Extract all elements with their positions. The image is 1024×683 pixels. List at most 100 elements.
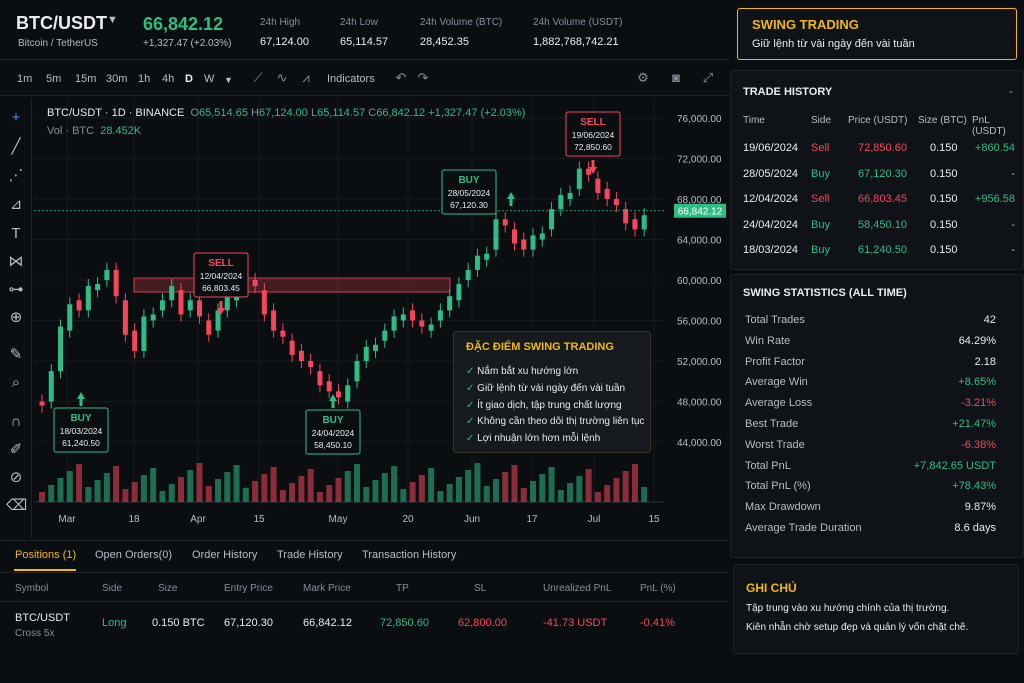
signal-type: BUY [70,413,91,424]
chart-canvas[interactable]: 76,000.00 72,000.00 68,000.00 64,000.00 60,0… [34,98,728,538]
chevron-down-icon[interactable]: ▼ [107,14,118,26]
signal-box [305,409,361,455]
volume-bar [502,472,509,502]
trash-icon[interactable]: ⌫ [6,497,28,514]
stat-value: +8.65% [958,376,996,389]
history-price: 72,850.60 [858,142,907,154]
volume-bar [530,481,537,502]
volume-bar [326,485,333,502]
x-tick-label: Jul [588,514,601,525]
position-pnl-pct: -0.41% [640,617,675,629]
visibility-icon[interactable]: ⊘ [9,469,23,486]
price-chart[interactable]: 76,000.00 72,000.00 68,000.00 64,000.00 60,0… [34,98,728,538]
candle-body [298,350,304,361]
tab-trade-history[interactable]: Trade History [277,549,343,561]
gear-icon[interactable]: ⚙ [637,70,649,85]
notes-panel [733,564,1019,654]
caret-down-icon[interactable]: ▼ [224,75,233,85]
candle-body [521,239,527,250]
tab-positions[interactable]: Positions (1) [15,549,77,561]
position-tp[interactable]: 72,850.60 [380,617,429,629]
x-tick-label: 17 [526,514,538,525]
volume-bar [205,486,212,502]
line-chart-icon[interactable]: ∿ [276,70,288,85]
text-tool-icon[interactable]: T [11,225,21,242]
history-side: Buy [811,244,830,256]
zoom-icon[interactable]: ⌕ [11,374,21,391]
trade-history-panel [730,70,1024,270]
x-tick-label: 18 [128,514,140,525]
col-side: Side [102,583,123,594]
candle-body [76,300,82,311]
stat-label-vol-btc: 24h Volume (BTC) [420,17,503,28]
legend-open-label: O [190,107,199,119]
pair-symbol[interactable]: BTC/USDT [16,13,107,33]
candle-body [530,235,536,250]
camera-icon[interactable]: ◙ [672,70,680,85]
more-icon[interactable]: - [1009,84,1013,98]
chart-type-icon[interactable]: ⟋ [253,70,263,85]
position-symbol[interactable]: BTC/USDT [15,612,70,624]
y-tick-label: 52,000.00 [677,357,722,368]
candle-body [150,314,156,321]
timeframe-15m[interactable]: 15m [75,73,97,85]
candle-body [604,188,610,199]
history-size: 0.150 [930,167,958,180]
tab-open-orders[interactable]: Open Orders(0) [95,549,173,561]
fullscreen-icon[interactable]: ⤢ [702,70,714,85]
stat-label: Total Trades [745,314,805,326]
timeframe-30m[interactable]: 30m [106,73,128,85]
crosshair-icon[interactable]: + [11,109,21,126]
position-margin: Cross 5x [15,628,55,639]
stat-value: 64.29% [958,334,996,347]
undo-icon[interactable]: ↶ [395,70,407,85]
area-chart-icon[interactable]: ⩘ [302,70,310,85]
volume-bar [511,465,518,502]
volume-bar [252,481,259,502]
volume-bar [76,464,83,502]
volume-bar [446,484,453,502]
stats-title: SWING STATISTICS (ALL TIME) [743,287,907,299]
measure-icon[interactable]: ⊶ [8,281,24,298]
candle-body [595,178,601,193]
signal-type: SELL [580,117,606,128]
chart-legend: BTC/USDT · 1D · BINANCE O65,514.65 H67,1… [47,107,525,119]
candle-body [465,269,471,280]
stat-label: Average Loss [745,397,813,410]
channel-icon[interactable]: ⊿ [9,196,23,213]
timeframe-5m[interactable]: 5m [46,73,62,85]
lock-drawings-icon[interactable]: ✐ [9,441,23,458]
candle-body [280,330,286,337]
candle-body [623,209,629,224]
stat-value: +7,842.65 USDT [913,459,996,472]
check-icon: ✓ [466,399,475,411]
timeframe-1h[interactable]: 1h [138,73,151,85]
check-icon: ✓ [466,366,475,377]
candle-body [493,219,499,250]
timeframe-1d[interactable]: D [185,73,193,85]
add-tool-icon[interactable]: ⊕ [9,309,23,326]
fib-icon[interactable]: ⋰ [8,167,24,184]
x-tick-label: 15 [253,514,265,525]
legend-low-label: L [310,107,318,119]
active-tab-indicator [14,569,76,571]
candle-body [632,219,638,230]
stat-label: Average Win [745,376,808,389]
timeframe-1m[interactable]: 1m [17,73,33,85]
magnet-icon[interactable]: ∩ [10,413,22,430]
redo-icon[interactable]: ↷ [417,70,429,85]
tab-transaction-history[interactable]: Transaction History [362,549,457,561]
position-sl[interactable]: 62,800.00 [458,617,507,629]
history-time: 28/05/2024 [743,167,799,180]
tab-order-history[interactable]: Order History [192,549,258,561]
ruler-icon[interactable]: ✎ [9,346,23,363]
trend-line-icon[interactable]: ╱ [11,138,21,155]
volume-bar [233,465,240,502]
pattern-icon[interactable]: ⋈ [8,253,24,270]
divider [0,572,728,573]
legend-high-label: H [251,107,259,119]
timeframe-4h[interactable]: 4h [162,73,175,85]
col-pnl-pct: PnL (%) [640,583,676,594]
timeframe-1w[interactable]: W [204,73,215,85]
indicators-button[interactable]: Indicators [327,73,375,85]
